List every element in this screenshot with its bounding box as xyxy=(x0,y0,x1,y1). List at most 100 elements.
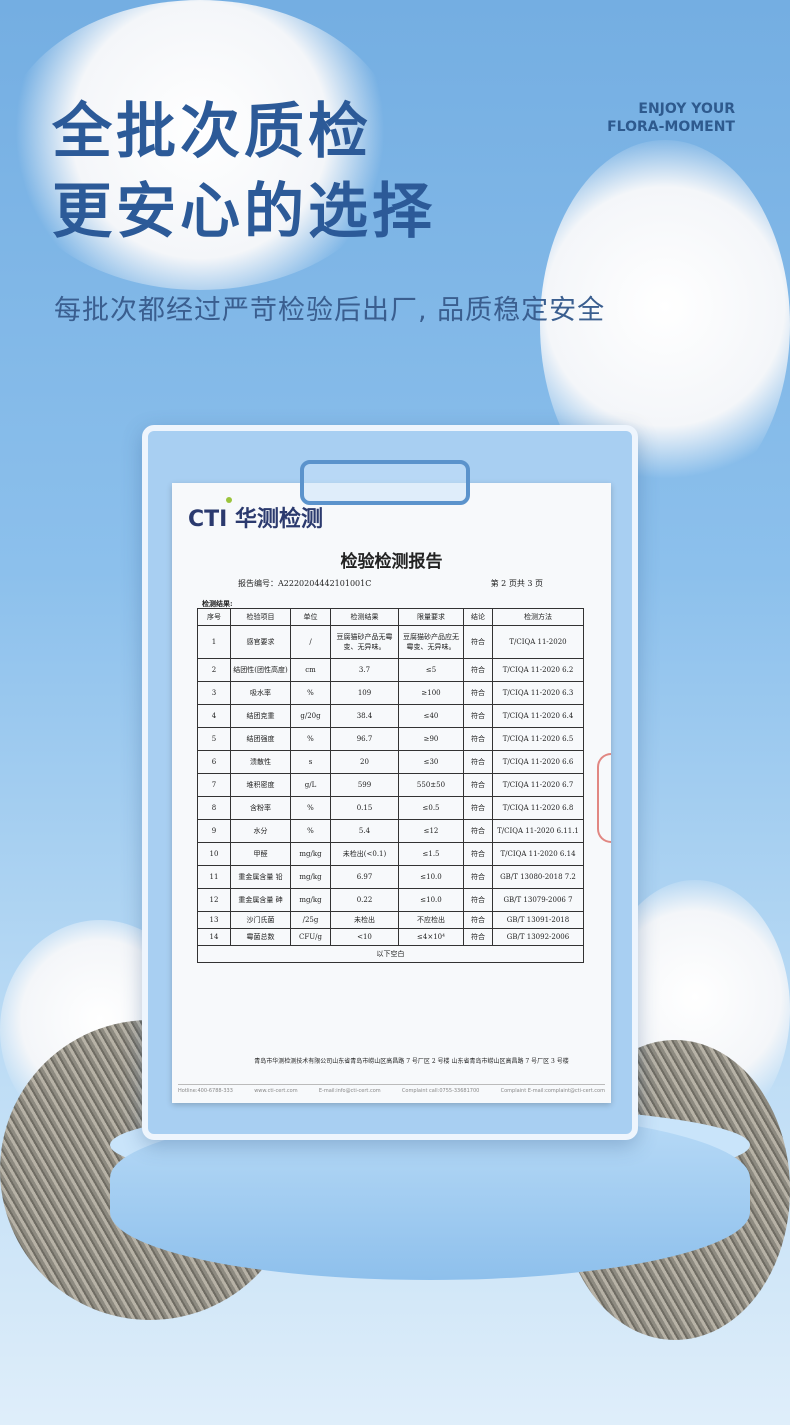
table-cell: 结团克重 xyxy=(230,704,291,728)
subtitle: 每批次都经过严苛检验后出厂, 品质稳定安全 xyxy=(54,295,606,326)
section-label: 检测结果: xyxy=(202,599,233,608)
footer-item: Hotline:400-6788-333 xyxy=(178,1088,233,1094)
table-cell: 0.15 xyxy=(330,796,399,820)
table-cell: 4 xyxy=(197,704,231,728)
table-cell: CFU/g xyxy=(290,928,331,946)
column-header: 结论 xyxy=(463,608,493,626)
table-cell: 水分 xyxy=(230,819,291,843)
table-cell: 109 xyxy=(330,681,399,705)
test-report: CTI 华测检测 检验检测报告 报告编号：A2220204442101001C … xyxy=(172,483,611,1103)
table-cell: 11 xyxy=(197,865,231,889)
table-row: 12 重金属含量 砷 mg/kg 0.22 ≤10.0 符合 GB/T 13079-2006… xyxy=(197,888,584,912)
column-header: 检测方法 xyxy=(492,608,584,626)
table-cell: 12 xyxy=(197,888,231,912)
table-row: 10 甲醛 mg/kg 未检出(<0.1) ≤1.5 符合 T/CIQA 11-2020 6… xyxy=(197,842,584,866)
table-cell: GB/T 13080-2018 7.2 xyxy=(492,865,584,889)
table-cell: 5 xyxy=(197,727,231,751)
seal-stamp xyxy=(597,753,611,843)
table-cell: ≤30 xyxy=(398,750,464,774)
table-row: 5 结团强度% 96.7 ≥90 符合 T/CIQA 11-2020 6.5 xyxy=(197,727,584,751)
table-cell: T/CIQA 11-2020 6.7 xyxy=(492,773,584,797)
table-cell: 38.4 xyxy=(330,704,399,728)
column-header: 限量要求 xyxy=(398,608,464,626)
table-cell: ≤12 xyxy=(398,819,464,843)
table-row: 8 含粉率% 0.15 ≤0.5 符合 T/CIQA 11-2020 6.8 xyxy=(197,796,584,820)
table-cell: 符合 xyxy=(463,681,493,705)
footer-item: E-mail:info@cti-cert.com xyxy=(318,1088,381,1094)
table-cell: 3.7 xyxy=(330,658,399,682)
table-cell: 符合 xyxy=(463,888,493,912)
table-cell: T/CIQA 11-2020 6.11.1 xyxy=(492,819,584,843)
table-cell: ≤10.0 xyxy=(398,865,464,889)
table-cell: 符合 xyxy=(463,911,493,929)
table-cell: T/CIQA 11-2020 6.8 xyxy=(492,796,584,820)
table-cell: 10 xyxy=(197,842,231,866)
cti-logo: CTI 华测检测 xyxy=(188,497,323,533)
blank-note: 以下空白 xyxy=(197,945,584,963)
table-cell: 符合 xyxy=(463,658,493,682)
table-cell: 未检出(<0.1) xyxy=(330,842,399,866)
table-cell: % xyxy=(290,727,331,751)
table-cell: T/CIQA 11-2020 6.6 xyxy=(492,750,584,774)
table-cell: 20 xyxy=(330,750,399,774)
table-cell: ≤40 xyxy=(398,704,464,728)
table-cell: 14 xyxy=(197,928,231,946)
table-cell: 符合 xyxy=(463,819,493,843)
table-row: 4 结团克重 g/20g 38.4 ≤40 符合 T/CIQA 11-2020 6.4 xyxy=(197,704,584,728)
column-header: 检测结果 xyxy=(330,608,399,626)
table-cell: 8 xyxy=(197,796,231,820)
column-header: 检验项目 xyxy=(230,608,291,626)
report-title: 检验检测报告 xyxy=(340,552,443,572)
table-cell: T/CIQA 11-2020 6.14 xyxy=(492,842,584,866)
table-cell: s xyxy=(290,750,331,774)
table-cell: 沙门氏菌 xyxy=(230,911,291,929)
table-cell: 符合 xyxy=(463,865,493,889)
table-cell: ≤1.5 xyxy=(398,842,464,866)
table-row: 7 堆积密度 g/L 599 550±50 符合 T/CIQA 11-2020 6.7 xyxy=(197,773,584,797)
table-cell: ≤10.0 xyxy=(398,888,464,912)
table-row: 1 感官要求 / 豆腐猫砂产品无霉变、无异味。 豆腐猫砂产品应无霉变、无异味。 符合 T/C… xyxy=(197,625,584,659)
report-number: 报告编号：A2220204442101001C xyxy=(238,579,372,588)
table-cell: 吸水率 xyxy=(230,681,291,705)
table-cell: % xyxy=(290,681,331,705)
table-row: 3 吸水率% 109 ≥100 符合 T/CIQA 11-2020 6.3 xyxy=(197,681,584,705)
table-cell: 符合 xyxy=(463,727,493,751)
table-cell: T/CIQA 11-2020 6.2 xyxy=(492,658,584,682)
table-row: 2 结团性(团性高度) cm 3.7 ≤5 符合 T/CIQA 11-2020 6.2 xyxy=(197,658,584,682)
table-cell: T/CIQA 11-2020 6.4 xyxy=(492,704,584,728)
table-cell: mg/kg xyxy=(290,842,331,866)
table-cell: <10 xyxy=(330,928,399,946)
report-page: 第 2 页共 3 页 xyxy=(490,579,543,588)
table-cell: 符合 xyxy=(463,928,493,946)
table-cell: /25g xyxy=(290,911,331,929)
table-cell: 未检出 xyxy=(330,911,399,929)
table-cell: 重金属含量 铅 xyxy=(230,865,291,889)
table-cell: 堆积密度 xyxy=(230,773,291,797)
table-cell: / xyxy=(290,625,331,659)
table-cell: 符合 xyxy=(463,796,493,820)
table-cell: T/CIQA 11-2020 6.3 xyxy=(492,681,584,705)
results-table: 序号 检验项目 单位 检测结果 限量要求 结论 检测方法 1 感官要求 / 豆腐猫砂产品无霉变、无… xyxy=(197,608,584,963)
table-cell: GB/T 13079-2006 7 xyxy=(492,888,584,912)
brand-line2: FLORA-MOMENT xyxy=(607,119,735,135)
headline-line2: 更安心的选择 xyxy=(52,177,436,247)
table-cell: ≥100 xyxy=(398,681,464,705)
table-row: 6 溃散性 s 20 ≤30 符合 T/CIQA 11-2020 6.6 xyxy=(197,750,584,774)
table-cell: mg/kg xyxy=(290,888,331,912)
brand-line1: ENJOY YOUR xyxy=(638,101,735,117)
report-footer: Hotline:400-6788-333 www.cti-cert.com E-ma… xyxy=(178,1084,605,1094)
table-cell: 7 xyxy=(197,773,231,797)
table-cell: 13 xyxy=(197,911,231,929)
table-cell: T/CIQA 11-2020 6.5 xyxy=(492,727,584,751)
table-cell: 符合 xyxy=(463,750,493,774)
table-cell: 5.4 xyxy=(330,819,399,843)
column-header: 序号 xyxy=(197,608,231,626)
table-cell: 结团强度 xyxy=(230,727,291,751)
table-cell: 符合 xyxy=(463,704,493,728)
table-row: 14 霉菌总数 CFU/g <10 ≤4×10⁴ 符合 GB/T 13092-2006 xyxy=(197,928,584,946)
table-cell: 96.7 xyxy=(330,727,399,751)
table-cell: 溃散性 xyxy=(230,750,291,774)
table-row: 11 重金属含量 铅 mg/kg 6.97 ≤10.0 符合 GB/T 13080-2018… xyxy=(197,865,584,889)
brand-slogan: ENJOY YOUR FLORA-MOMENT xyxy=(607,100,735,136)
table-cell: 重金属含量 砷 xyxy=(230,888,291,912)
